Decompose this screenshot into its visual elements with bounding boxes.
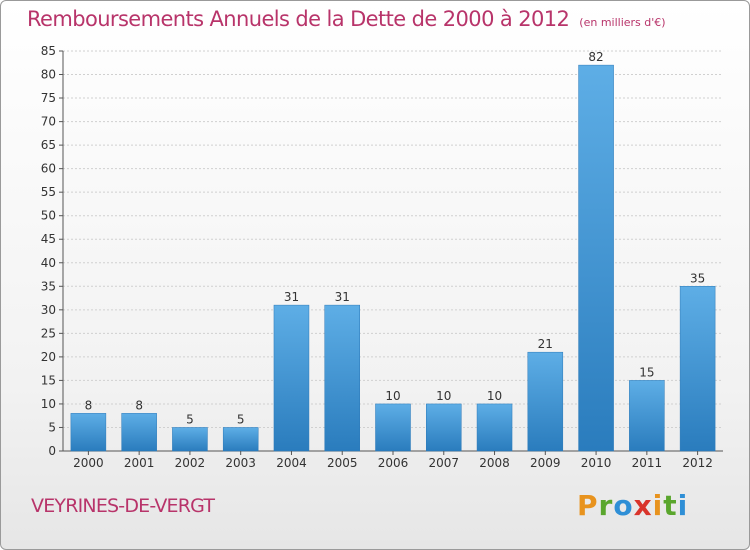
- x-tick-label: 2002: [175, 456, 206, 470]
- title-unit: (en milliers d'€): [579, 16, 666, 29]
- y-tick-label: 80: [41, 68, 56, 82]
- x-tick-label: 2011: [632, 456, 663, 470]
- y-tick-label: 10: [41, 397, 56, 411]
- data-label: 31: [284, 290, 299, 304]
- logo-letter: x: [633, 489, 653, 522]
- x-tick-label: 2006: [378, 456, 409, 470]
- bar: [375, 403, 411, 452]
- y-tick-label: 0: [48, 444, 56, 458]
- data-label: 35: [690, 271, 705, 285]
- data-label: 15: [639, 365, 654, 379]
- logo-letter: r: [598, 489, 614, 522]
- chart-title: Remboursements Annuels de la Dette de 20…: [27, 7, 666, 31]
- logo-letter: t: [663, 489, 678, 522]
- y-tick-label: 5: [48, 420, 56, 434]
- y-tick-label: 55: [41, 185, 56, 199]
- data-label: 8: [135, 398, 143, 412]
- y-tick-label: 35: [41, 279, 56, 293]
- y-tick-label: 25: [41, 326, 56, 340]
- bar: [629, 380, 665, 452]
- data-label: 5: [186, 412, 194, 426]
- y-tick-label: 15: [41, 373, 56, 387]
- commune-name: VEYRINES-DE-VERGT: [31, 495, 215, 517]
- bar: [578, 64, 614, 452]
- y-tick-label: 45: [41, 232, 56, 246]
- x-tick-label: 2003: [225, 456, 256, 470]
- bar: [679, 286, 716, 452]
- logo-letter: P: [577, 489, 599, 522]
- data-label: 5: [237, 412, 245, 426]
- y-tick-label: 20: [41, 350, 56, 364]
- data-label: 21: [538, 337, 553, 351]
- y-tick-label: 40: [41, 256, 56, 270]
- y-tick-label: 75: [41, 91, 56, 105]
- bar: [70, 413, 107, 452]
- data-label: 82: [588, 50, 603, 64]
- bar: [172, 427, 208, 452]
- data-label: 31: [335, 290, 350, 304]
- logo-letter: i: [652, 489, 664, 522]
- y-tick-label: 50: [41, 209, 56, 223]
- x-tick-label: 2010: [581, 456, 612, 470]
- bar: [121, 413, 157, 452]
- x-tick-label: 2007: [428, 456, 459, 470]
- logo-letter: o: [613, 489, 634, 522]
- x-tick-label: 2004: [276, 456, 307, 470]
- x-tick-label: 2012: [682, 456, 713, 470]
- bar: [426, 403, 462, 452]
- x-tick-label: 2001: [124, 456, 155, 470]
- x-tick-label: 2008: [479, 456, 510, 470]
- bar: [222, 427, 259, 452]
- x-tick-label: 2005: [327, 456, 358, 470]
- y-tick-label: 85: [41, 44, 56, 58]
- bar: [527, 351, 564, 452]
- proxiti-logo: Proxiti: [577, 489, 688, 522]
- data-label: 8: [85, 398, 93, 412]
- data-label: 10: [385, 389, 400, 403]
- title-text: Remboursements Annuels de la Dette de 20…: [27, 7, 570, 31]
- data-label: 10: [436, 389, 451, 403]
- bar: [273, 304, 310, 452]
- y-tick-label: 60: [41, 162, 56, 176]
- y-tick-label: 65: [41, 138, 56, 152]
- x-tick-label: 2009: [530, 456, 561, 470]
- y-tick-label: 30: [41, 303, 56, 317]
- x-tick-label: 2000: [73, 456, 104, 470]
- bar: [324, 304, 360, 452]
- logo-letter: i: [677, 489, 689, 522]
- data-label: 10: [487, 389, 502, 403]
- y-tick-label: 70: [41, 115, 56, 129]
- bar: [476, 403, 513, 452]
